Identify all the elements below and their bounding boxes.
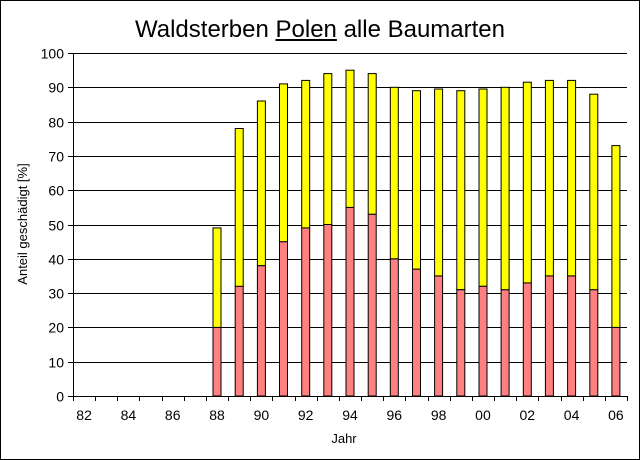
x-tick-label: 84 <box>121 407 137 423</box>
bar-segment-series-1 <box>567 275 577 397</box>
bar-segment-series-1 <box>279 241 288 397</box>
x-tick-label: 92 <box>298 407 314 423</box>
bar-segment-series-1 <box>234 285 244 397</box>
bar-segment-series-2 <box>389 86 399 260</box>
bar-segment-series-2 <box>522 81 532 284</box>
x-tick-label: 04 <box>564 407 580 423</box>
x-axis-title: Jahr <box>331 431 357 446</box>
x-tick-label: 94 <box>342 407 358 423</box>
x-tick-label: 86 <box>165 407 181 423</box>
bar-segment-series-2 <box>500 86 510 291</box>
bar-segment-series-1 <box>345 206 355 397</box>
axes <box>68 53 628 401</box>
y-tick-label: 40 <box>48 252 64 268</box>
bar-segment-series-2 <box>434 88 444 277</box>
bar-segment-series-1 <box>589 289 599 397</box>
y-tick-label: 20 <box>48 320 64 336</box>
bar-segment-series-1 <box>434 275 444 397</box>
bar-segment-series-1 <box>522 282 532 397</box>
bar-segment-series-2 <box>279 83 288 243</box>
y-tick-label: 10 <box>48 355 64 371</box>
y-tick-label: 50 <box>48 218 64 234</box>
y-tick-label: 80 <box>48 115 64 131</box>
bar-segment-series-2 <box>567 79 577 277</box>
bar-segment-series-1 <box>478 285 488 397</box>
bar-segment-series-2 <box>345 69 355 208</box>
bar-segment-series-1 <box>389 258 399 397</box>
bar-segment-series-2 <box>323 73 333 225</box>
x-tick-label: 88 <box>209 407 225 423</box>
y-tick-label: 0 <box>56 389 64 405</box>
bar-segment-series-2 <box>212 227 222 328</box>
x-tick-label: 06 <box>608 407 624 423</box>
x-tick-label: 96 <box>387 407 403 423</box>
y-tick-label: 30 <box>48 286 64 302</box>
x-tick-label: 00 <box>475 407 491 423</box>
bars <box>212 69 621 397</box>
bar-segment-series-1 <box>256 265 266 397</box>
title-suffix: alle Baumarten <box>343 16 505 43</box>
title-prefix: Waldsterben <box>134 16 269 43</box>
bar-segment-series-1 <box>323 224 333 397</box>
x-tick-label: 98 <box>431 407 447 423</box>
bar-segment-series-1 <box>500 289 510 397</box>
bar-segment-series-1 <box>412 268 421 397</box>
bar-segment-series-2 <box>544 79 554 277</box>
y-tick-label: 60 <box>48 183 64 199</box>
bar-segment-series-2 <box>478 88 488 287</box>
y-axis-title: Anteil geschädigt [%] <box>15 163 30 284</box>
x-tick-label: 90 <box>254 407 270 423</box>
y-tick-label: 90 <box>48 80 64 96</box>
tick-labels: 0 10 20 30 40 50 60 70 80 90 100 82 84 86 88 90 92 94 96 98… <box>41 46 624 424</box>
bar-segment-series-1 <box>611 326 621 397</box>
bar-segment-series-1 <box>367 213 377 397</box>
y-tick-label: 70 <box>48 149 64 165</box>
bar-segment-series-2 <box>456 90 466 291</box>
bar-segment-series-2 <box>589 93 599 291</box>
bar-segment-series-2 <box>412 90 421 270</box>
bar-segment-series-2 <box>367 73 377 215</box>
bar-segment-series-2 <box>234 128 244 287</box>
bar-segment-series-1 <box>456 289 466 397</box>
y-tick-label: 100 <box>41 46 65 62</box>
bar-segment-series-1 <box>301 227 311 397</box>
bar-segment-series-1 <box>544 275 554 397</box>
bar-segment-series-1 <box>212 326 222 397</box>
chart-title: Waldsterben Polen alle Baumarten <box>0 16 640 44</box>
title-highlight: Polen <box>275 16 337 43</box>
bar-segment-series-2 <box>301 79 311 229</box>
x-tick-label: 82 <box>76 407 92 423</box>
x-tick-label: 02 <box>519 407 535 423</box>
bar-segment-series-2 <box>256 100 266 267</box>
bar-segment-series-2 <box>611 145 621 328</box>
